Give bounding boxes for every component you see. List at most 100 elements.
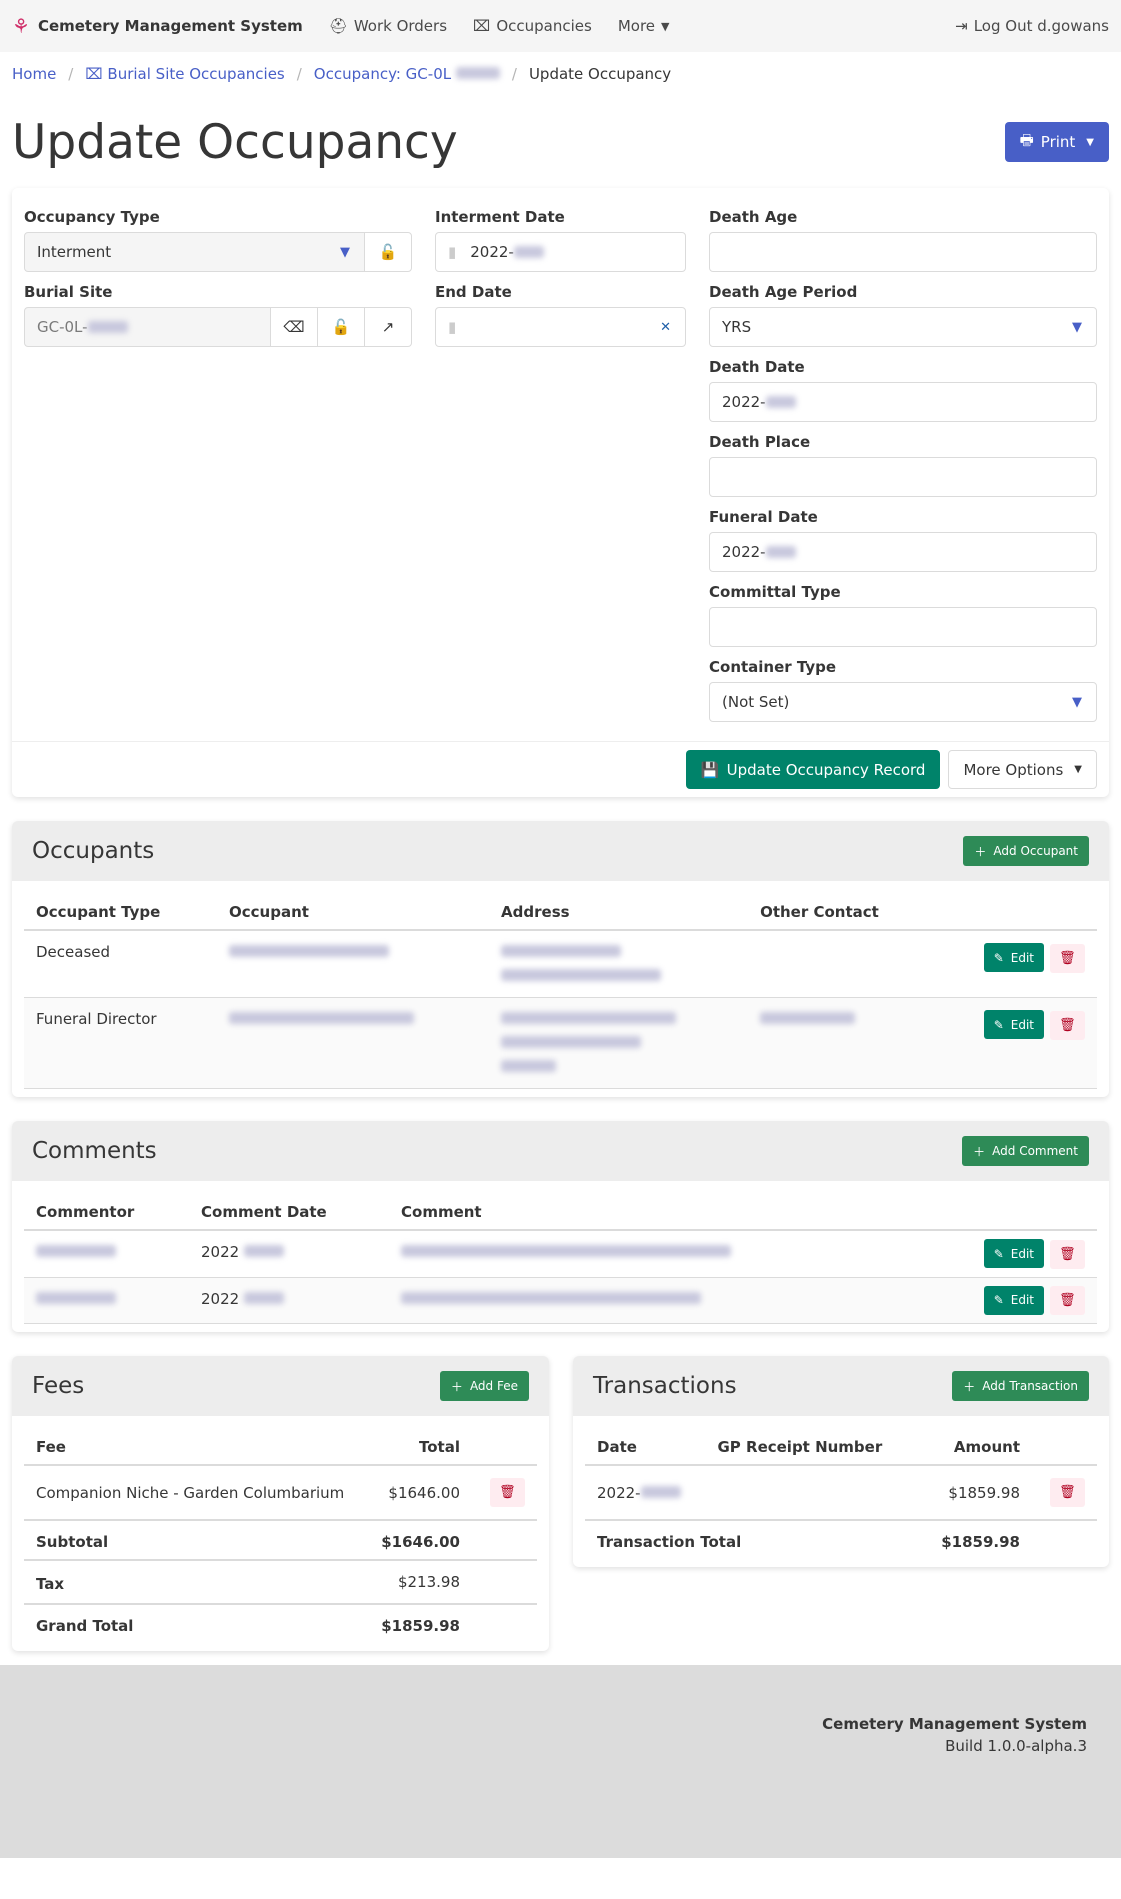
navbar: ⚘ Cemetery Management System ⛑ Work Orders… [0, 0, 1121, 52]
column-header: Address [489, 891, 749, 931]
transaction-amount: $1859.98 [916, 1465, 1032, 1521]
edit-button[interactable]: ✎ Edit [983, 1285, 1044, 1315]
button-label: Edit [1010, 1246, 1034, 1261]
funeral-date-input[interactable]: 2022- [709, 532, 1097, 572]
chevron-down-icon: ▼ [661, 19, 670, 33]
logout-link[interactable]: ⇥ Log Out d.gowans [955, 17, 1109, 35]
delete-fee-button[interactable]: 🗑 [490, 1478, 525, 1507]
nav-work-orders[interactable]: ⛑ Work Orders [329, 17, 447, 35]
breadcrumb-home[interactable]: Home [12, 65, 57, 83]
hard-hat-icon: ⛑ [328, 17, 348, 35]
nav-label: Work Orders [353, 17, 448, 35]
add-transaction-button[interactable]: ＋ Add Transaction [952, 1371, 1089, 1401]
input-value: GC-0L- [37, 318, 88, 336]
add-comment-button[interactable]: ＋ Add Comment [962, 1136, 1089, 1166]
trash-icon: 🗑 [499, 1485, 516, 1500]
clear-icon[interactable]: ✕ [660, 319, 671, 335]
clear-burial-site-button[interactable]: ⌫ [270, 307, 318, 347]
unlock-icon: 🔓 [331, 318, 351, 336]
table-row: 2022- $1859.98 🗑 [585, 1465, 1097, 1521]
open-burial-site-button[interactable]: ↗ [364, 307, 412, 347]
calendar-icon: ▮ [448, 318, 457, 336]
edit-button[interactable]: ✎ Edit [983, 1010, 1044, 1039]
redacted [401, 1291, 701, 1304]
delete-button[interactable]: 🗑 [1050, 1010, 1085, 1040]
nav-more[interactable]: More ▼ [618, 17, 670, 35]
column-header: Commentor [24, 1191, 189, 1231]
subtotal-label: Subtotal [24, 1520, 367, 1561]
trash-icon: 🗑 [1059, 1485, 1076, 1500]
update-occupancy-button[interactable]: 💾 Update Occupancy Record [685, 750, 941, 789]
interment-date-input[interactable]: ▮ 2022- [435, 232, 686, 272]
edit-button[interactable]: ✎ Edit [983, 943, 1044, 972]
print-button[interactable]: 🖶 Print ▼ [1004, 122, 1109, 162]
delete-transaction-button[interactable]: 🗑 [1050, 1478, 1085, 1507]
occupant-type: Deceased [24, 930, 218, 998]
redacted [401, 1245, 731, 1257]
column-header: Occupant [217, 891, 490, 931]
more-options-button[interactable]: More Options ▼ [948, 750, 1097, 789]
occupancy-type-select[interactable]: Interment ▼ [24, 232, 365, 272]
death-place-input[interactable] [709, 457, 1097, 497]
unlock-burial-site-button[interactable]: 🔓 [317, 307, 365, 347]
end-date-input[interactable]: ▮ ✕ [435, 307, 686, 347]
column-header: Total [366, 1426, 472, 1466]
delete-button[interactable]: 🗑 [1050, 1286, 1085, 1315]
chevron-down-icon: ▼ [1072, 694, 1082, 710]
transaction-date: 2022- [597, 1483, 641, 1502]
print-icon: 🖶 [1019, 130, 1034, 149]
breadcrumb-label: Occupancy: GC-0L [313, 65, 452, 83]
occupants-panel: Occupants ＋ Add Occupant Occupant Type Occ… [12, 821, 1109, 1097]
brand-link[interactable]: ⚘ Cemetery Management System [12, 14, 303, 38]
redacted [501, 969, 662, 981]
page-footer: Cemetery Management System Build 1.0.0-a… [0, 1665, 1121, 1858]
redacted [501, 1060, 557, 1072]
footer-build: Build 1.0.0-alpha.3 [945, 1737, 1087, 1755]
select-value: (Not Set) [722, 693, 790, 711]
redacted [455, 67, 500, 79]
nav-label: More [617, 17, 656, 35]
button-label: Edit [1010, 1017, 1034, 1032]
redacted [243, 1245, 284, 1257]
add-fee-button[interactable]: ＋ Add Fee [439, 1371, 529, 1401]
delete-button[interactable]: 🗑 [1050, 943, 1085, 973]
nav-occupancies[interactable]: ⌧ Occupancies [473, 17, 592, 35]
death-age-period-select[interactable]: YRS ▼ [709, 307, 1097, 347]
nav-label: Occupancies [496, 17, 592, 35]
delete-button[interactable]: 🗑 [1050, 1239, 1085, 1269]
pencil-icon: ✎ [993, 1246, 1004, 1261]
field-label: Occupancy Type [24, 208, 160, 226]
comment-date: 2022 [201, 1289, 240, 1308]
panel-title: Occupants [32, 838, 155, 864]
committal-type-input[interactable] [709, 607, 1097, 647]
container-type-select[interactable]: (Not Set) ▼ [709, 682, 1097, 722]
edit-button[interactable]: ✎ Edit [983, 1239, 1044, 1268]
death-date-input[interactable]: 2022- [709, 382, 1097, 422]
redacted [760, 1012, 856, 1024]
column-header: GP Receipt Number [705, 1426, 917, 1466]
transaction-total-value: $1859.98 [941, 1533, 1020, 1551]
print-label: Print [1040, 133, 1076, 151]
breadcrumb-occupancy[interactable]: Occupancy: GC-0L [314, 65, 500, 83]
breadcrumb-burial-site-occupancies[interactable]: ⌧ Burial Site Occupancies [85, 65, 284, 83]
redacted [501, 1036, 642, 1048]
table-row: Deceased ✎ Edit 🗑 [24, 930, 1097, 998]
subtotal-value: $1646.00 [366, 1520, 472, 1561]
sign-out-icon: ⇥ [955, 17, 968, 35]
add-occupant-button[interactable]: ＋ Add Occupant [963, 836, 1089, 866]
death-age-input[interactable] [709, 232, 1097, 272]
caret-down-icon: ▼ [1086, 136, 1094, 148]
column-header: Amount [916, 1426, 1032, 1466]
field-label: Death Date [709, 358, 805, 376]
field-label: Burial Site [24, 283, 113, 301]
burial-site-input[interactable]: GC-0L- [24, 307, 271, 347]
field-label: Death Place [709, 433, 811, 451]
redacted [501, 1012, 677, 1024]
button-label: Add Occupant [993, 844, 1078, 858]
tulip-logo-icon: ⚘ [12, 14, 30, 38]
redacted [36, 1245, 116, 1257]
column-header: Fee [24, 1426, 367, 1466]
unlock-button[interactable]: 🔓 [364, 232, 412, 272]
button-label: Add Fee [469, 1379, 518, 1393]
redacted [36, 1291, 116, 1304]
